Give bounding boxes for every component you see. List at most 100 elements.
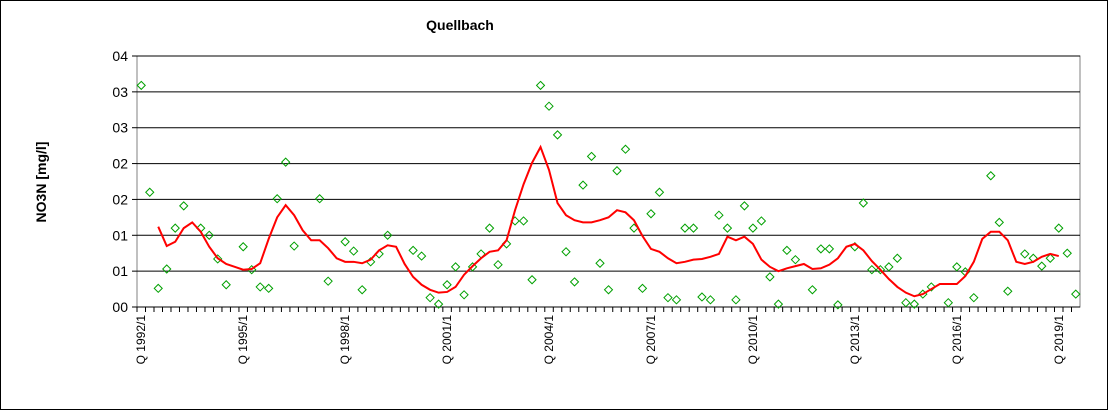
data-point bbox=[688, 223, 699, 233]
data-point bbox=[773, 299, 784, 309]
data-point bbox=[204, 230, 214, 240]
data-point bbox=[663, 292, 673, 303]
data-point bbox=[1045, 253, 1055, 263]
data-point bbox=[722, 223, 733, 233]
x-tick-label: Q 2010/1 bbox=[746, 315, 760, 365]
data-point bbox=[680, 223, 690, 233]
x-tick-label: Q 2013/1 bbox=[848, 315, 862, 365]
data-point bbox=[748, 223, 758, 233]
data-point bbox=[255, 282, 265, 292]
data-point bbox=[179, 201, 189, 211]
data-point bbox=[765, 272, 775, 282]
data-point bbox=[450, 262, 461, 272]
y-tick-label: 01 bbox=[112, 227, 128, 243]
data-point bbox=[714, 210, 724, 220]
data-point bbox=[909, 299, 920, 309]
data-point bbox=[739, 201, 750, 211]
data-point bbox=[782, 245, 792, 256]
data-point bbox=[901, 297, 911, 308]
data-point bbox=[145, 187, 155, 197]
data-point bbox=[153, 283, 163, 294]
data-point bbox=[459, 290, 469, 300]
data-point bbox=[340, 237, 350, 247]
data-point bbox=[561, 247, 571, 257]
data-point bbox=[969, 292, 979, 303]
data-point bbox=[263, 283, 274, 294]
x-tick-label: Q 2007/1 bbox=[644, 315, 658, 365]
data-point bbox=[1054, 223, 1064, 233]
y-tick-label: 00 bbox=[112, 299, 128, 315]
data-point bbox=[892, 253, 903, 263]
data-point bbox=[535, 80, 546, 91]
data-point bbox=[484, 223, 495, 233]
y-tick-label: 03 bbox=[112, 120, 128, 136]
data-point bbox=[943, 297, 954, 308]
data-point bbox=[595, 258, 605, 268]
data-point bbox=[1071, 289, 1081, 299]
data-point bbox=[620, 144, 631, 154]
data-point bbox=[442, 280, 452, 290]
data-point bbox=[408, 245, 418, 256]
data-point bbox=[578, 180, 588, 190]
data-point bbox=[569, 277, 580, 287]
data-point bbox=[323, 276, 333, 286]
data-point bbox=[289, 241, 299, 251]
data-point bbox=[858, 198, 869, 208]
data-point bbox=[272, 194, 282, 204]
data-point bbox=[697, 292, 707, 302]
y-tick-label: 02 bbox=[112, 156, 128, 172]
x-tick-label: Q 2016/1 bbox=[950, 315, 964, 365]
data-point bbox=[1062, 248, 1072, 258]
data-point bbox=[867, 265, 877, 275]
data-point bbox=[756, 216, 767, 226]
data-point bbox=[824, 244, 835, 254]
data-point bbox=[1037, 261, 1047, 271]
data-point bbox=[952, 262, 962, 272]
data-point bbox=[646, 209, 656, 219]
x-tick-label: Q 1995/1 bbox=[236, 315, 250, 365]
x-tick-label: Q 1992/1 bbox=[134, 315, 148, 365]
data-point bbox=[467, 262, 478, 272]
y-tick-label: 02 bbox=[112, 191, 128, 207]
data-point bbox=[544, 101, 554, 111]
y-tick-label: 01 bbox=[112, 263, 128, 279]
data-point bbox=[136, 80, 146, 91]
data-point bbox=[671, 295, 682, 305]
data-point bbox=[280, 157, 291, 167]
data-point bbox=[238, 242, 248, 252]
data-point bbox=[518, 216, 529, 226]
x-tick-label: Q 2001/1 bbox=[440, 315, 454, 365]
data-point bbox=[493, 259, 503, 270]
plot-area bbox=[136, 55, 1081, 308]
x-tick-label: Q 2004/1 bbox=[542, 315, 556, 365]
data-point bbox=[603, 285, 614, 295]
data-point bbox=[162, 264, 172, 274]
data-point bbox=[994, 217, 1004, 228]
data-point bbox=[416, 251, 427, 261]
y-axis-label: NO3N [mg/l] bbox=[33, 142, 49, 223]
data-point bbox=[314, 194, 325, 204]
data-point bbox=[637, 283, 648, 294]
data-point bbox=[986, 171, 996, 181]
data-point bbox=[213, 254, 223, 264]
chart-title: Quellbach bbox=[426, 17, 494, 33]
data-point bbox=[527, 275, 537, 285]
data-point bbox=[705, 295, 716, 305]
data-line bbox=[157, 144, 1060, 298]
data-point bbox=[433, 299, 444, 309]
data-point bbox=[731, 295, 741, 305]
data-point bbox=[816, 244, 826, 254]
data-point bbox=[807, 285, 818, 295]
data-point bbox=[1003, 286, 1013, 296]
x-tick-label: Q 1998/1 bbox=[338, 315, 352, 365]
data-point bbox=[884, 262, 894, 272]
data-point bbox=[382, 230, 393, 240]
data-point bbox=[221, 280, 231, 290]
data-point bbox=[790, 254, 801, 265]
data-point bbox=[348, 246, 359, 256]
data-point bbox=[425, 292, 435, 303]
data-point bbox=[926, 282, 937, 292]
x-tick-label: Q 2019/1 bbox=[1052, 315, 1066, 365]
data-point bbox=[654, 187, 665, 197]
